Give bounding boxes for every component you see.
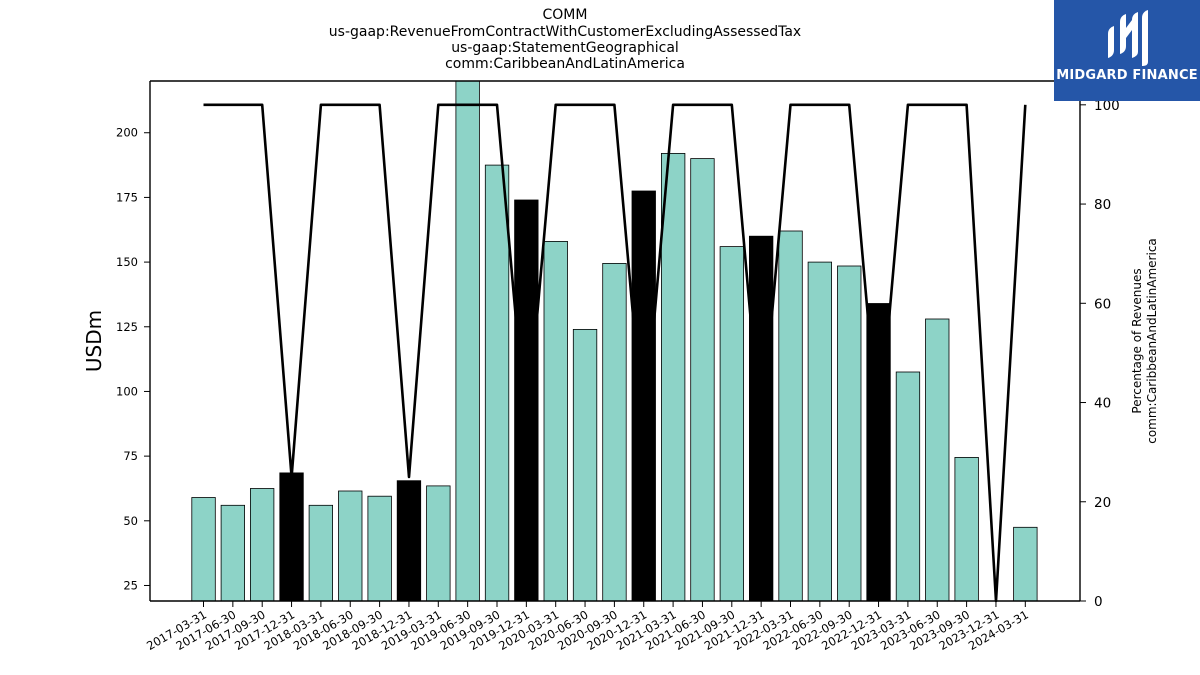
bar-2020-09-30: [602, 262, 627, 601]
bar-2024-03-31: [1013, 526, 1038, 601]
bar-2017-06-30: [220, 504, 246, 601]
bar-2019-09-30: [484, 164, 510, 601]
percentage-line: [203, 103, 1027, 603]
bar-2017-03-31: [191, 497, 216, 601]
right-y-tick-label: 60: [1094, 296, 1111, 312]
chart-title-segment: comm:CaribbeanAndLatinAmerica: [445, 56, 685, 72]
right-y-axis-ticks: 0 20 40 60 80 100: [1080, 98, 1120, 610]
bar-2019-06-30: [455, 81, 480, 601]
bar-2020-12-31: [631, 190, 656, 601]
left-y-tick-label: 25: [123, 578, 138, 592]
bar-2022-09-30: [837, 265, 862, 601]
bar-2018-06-30: [338, 490, 363, 601]
bar-2022-06-30: [807, 261, 832, 601]
bar-2018-03-31: [308, 504, 334, 601]
chart-title-ticker: COMM: [542, 7, 588, 23]
bar-2021-12-31: [749, 235, 774, 601]
right-y-tick-label: 0: [1094, 594, 1103, 610]
left-y-tick-label: 100: [116, 384, 138, 398]
bar-2022-03-31: [778, 230, 803, 601]
right-y-tick-label: 80: [1094, 197, 1111, 213]
right-y-axis-label: comm:CaribbeanAndLatinAmerica: [1145, 238, 1159, 444]
left-y-tick-label: 150: [116, 255, 138, 269]
bar-2021-09-30: [719, 246, 744, 601]
bar-2017-09-30: [249, 488, 275, 601]
right-y-tick-label: 100: [1094, 98, 1120, 114]
bar-2019-03-31: [426, 485, 451, 601]
right-y-tick-label: 40: [1094, 396, 1111, 412]
bar-2023-09-30: [954, 456, 979, 601]
bar-2018-09-30: [367, 495, 392, 601]
left-y-axis-label: USDm: [82, 310, 106, 372]
axes: [149, 80, 1081, 602]
bar-2017-12-31: [279, 472, 304, 601]
right-y-axis-label: Percentage of Revenues: [1130, 268, 1144, 413]
chart-title-statement: us-gaap:StatementGeographical: [451, 40, 679, 56]
brand-logo: MIDGARD FINANCE: [1054, 0, 1200, 101]
bar-2018-12-31: [396, 480, 422, 601]
midgard-logo-icon: [1108, 10, 1148, 66]
bar-2020-06-30: [572, 328, 598, 601]
left-y-tick-label: 200: [116, 126, 138, 140]
axis-labels: USDm Percentage of Revenues comm:Caribbean…: [82, 238, 1159, 444]
left-y-tick-label: 75: [123, 449, 138, 463]
x-axis-ticks: 2017-03-312017-06-302017-09-302017-12-31…: [144, 601, 1031, 653]
left-y-tick-label: 175: [116, 190, 138, 204]
percentage-line-series: [203, 103, 1027, 603]
bar-2023-03-31: [895, 371, 921, 601]
bar-2021-06-30: [690, 158, 715, 601]
bar-2019-12-31: [514, 199, 539, 601]
chart-title-metric: us-gaap:RevenueFromContractWithCustomerE…: [328, 24, 802, 40]
left-y-tick-label: 125: [116, 320, 138, 334]
left-y-tick-label: 50: [123, 514, 138, 528]
right-y-tick-label: 20: [1094, 495, 1111, 511]
bar-2023-06-30: [925, 318, 950, 601]
bar-2020-03-31: [543, 240, 568, 601]
logo-text: MIDGARD FINANCE: [1056, 68, 1198, 83]
left-y-axis-ticks: 25 50 75 100 125 150 175 200: [116, 126, 150, 592]
bar-2021-03-31: [661, 152, 686, 601]
bar-series: [191, 81, 1038, 601]
